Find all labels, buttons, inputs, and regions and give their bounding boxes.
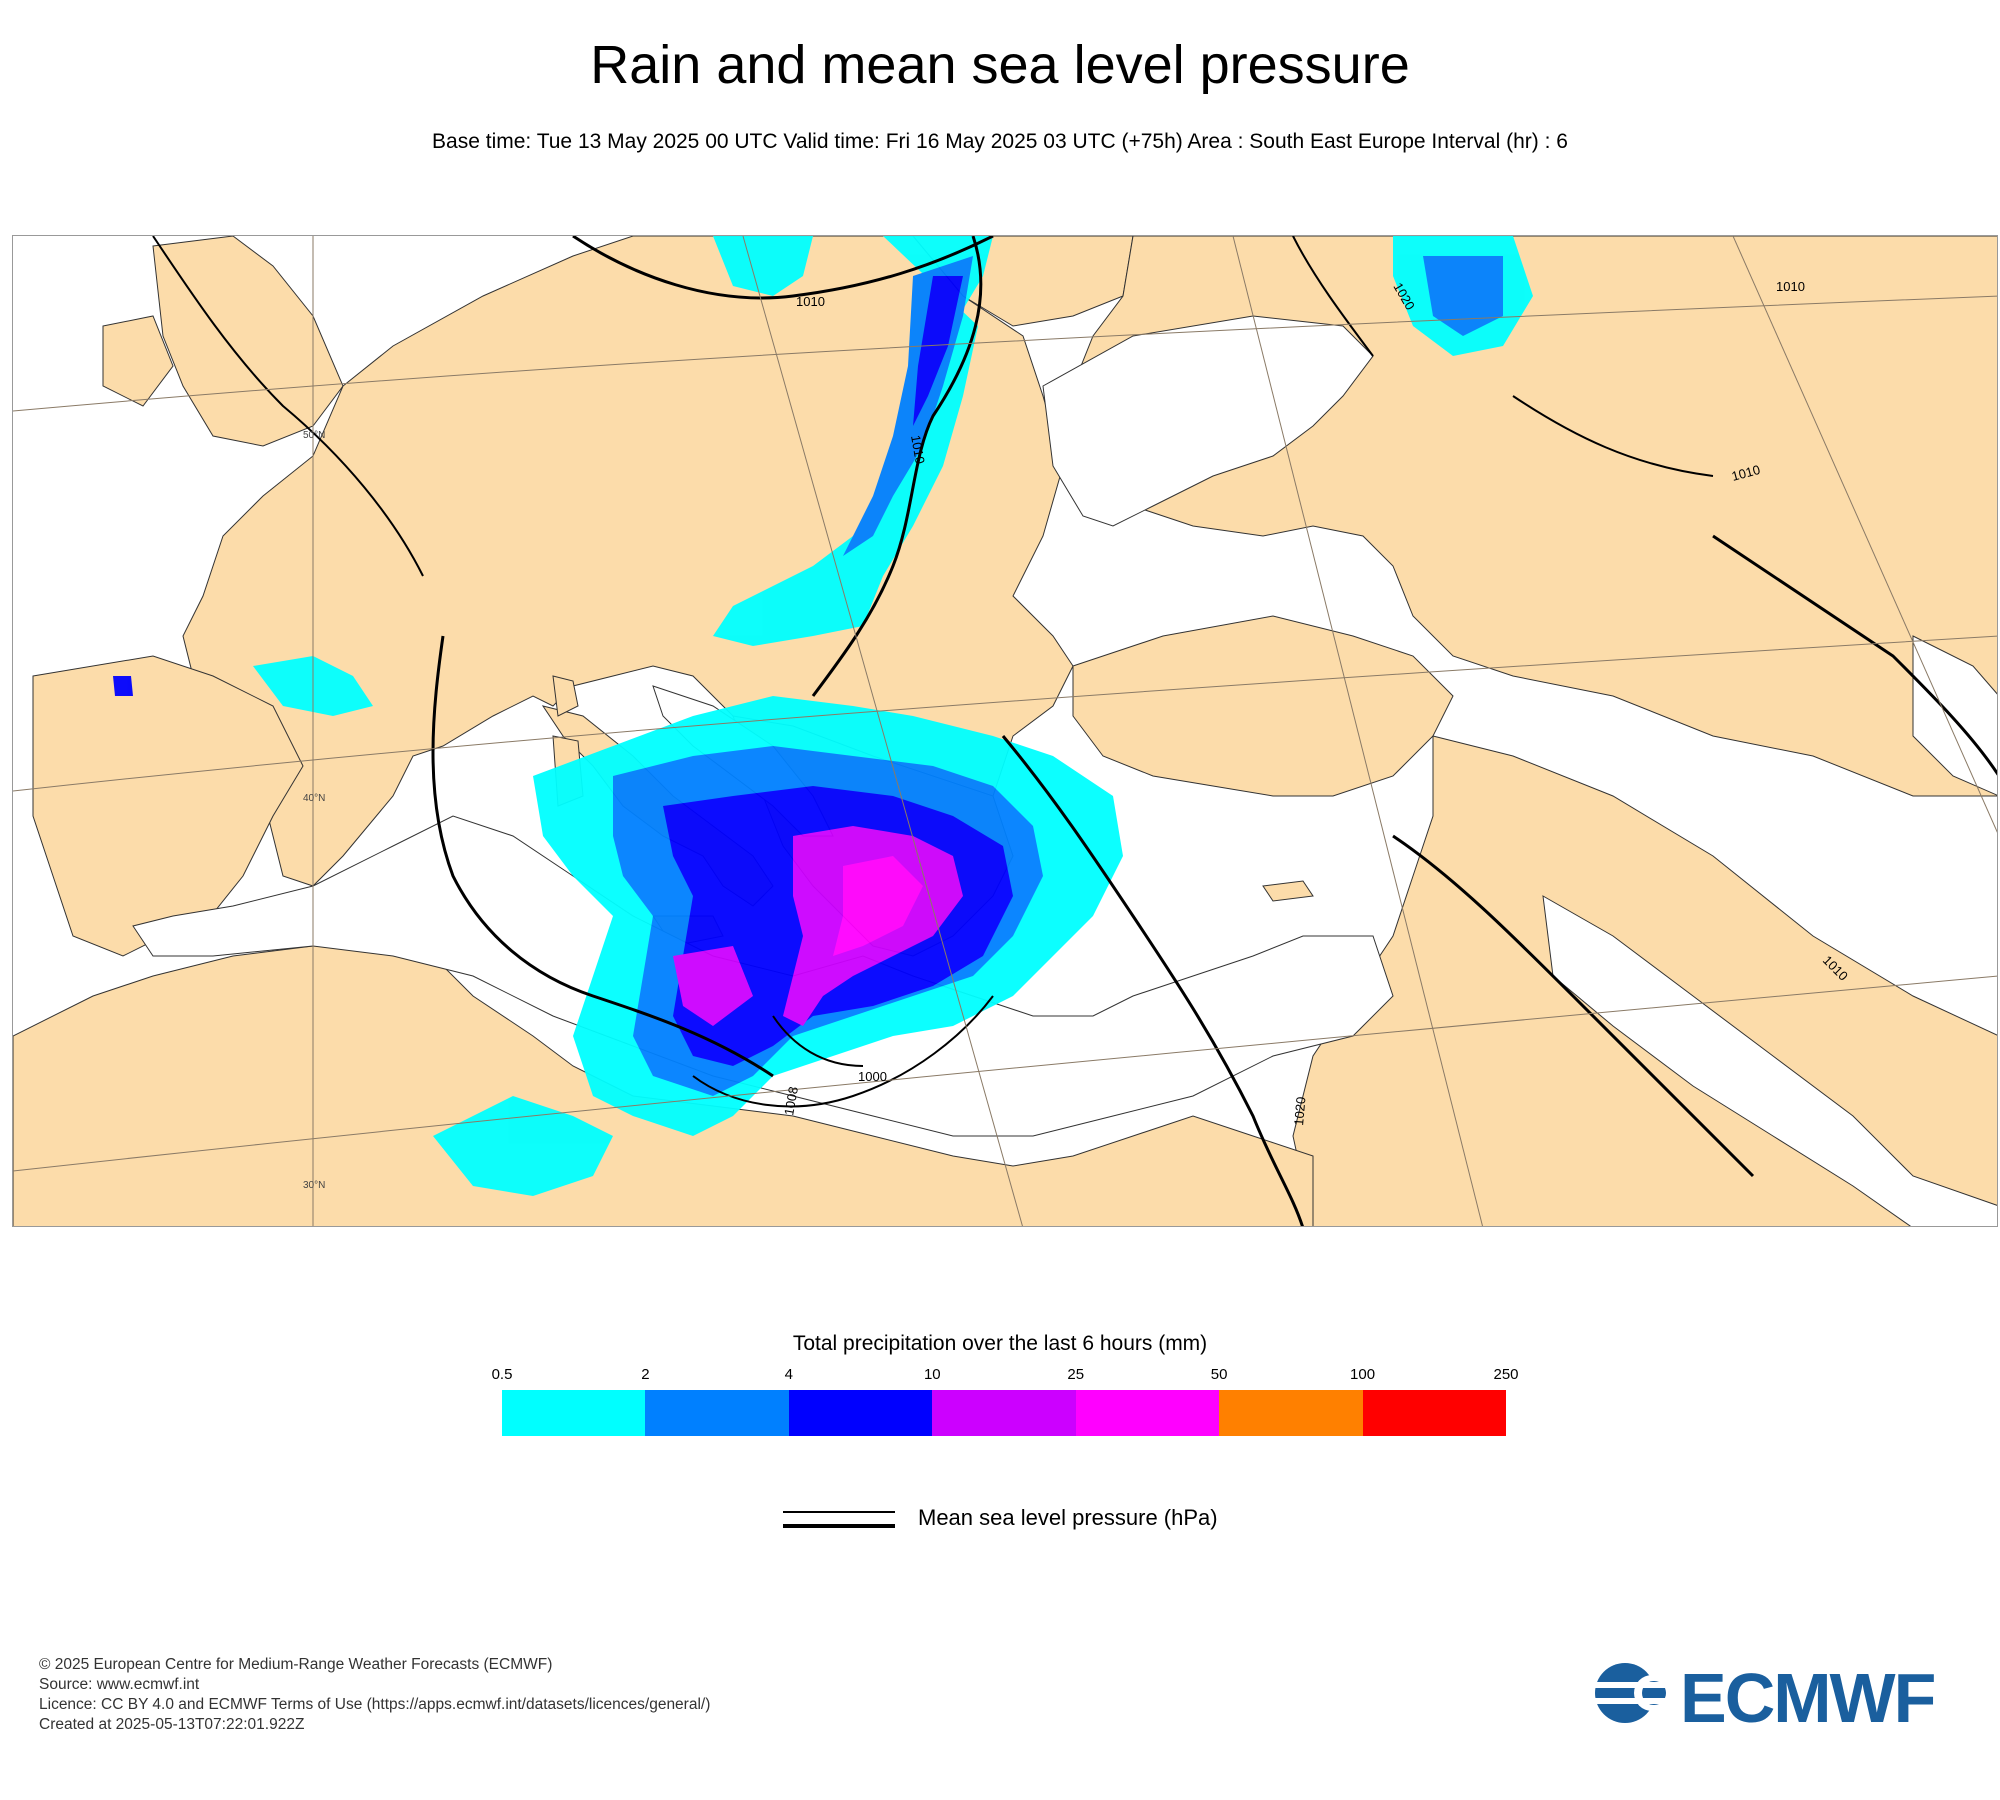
- red-sea: [1542, 895, 1997, 1226]
- land-cyprus: [1262, 880, 1314, 902]
- meridian-4: [1732, 236, 1997, 833]
- isobar-1020: [1292, 236, 1374, 357]
- legend-swatch: [788, 1390, 933, 1436]
- land-iberia: [32, 655, 304, 957]
- legend-tick: 50: [1210, 1366, 1228, 1383]
- precip-blue-east: [1423, 256, 1503, 336]
- isobar-thin-east: [1512, 395, 1714, 477]
- footer-credits: © 2025 European Centre for Medium-Range …: [39, 1655, 710, 1735]
- legend-swatch: [1219, 1390, 1363, 1436]
- isobar-1010-far-east: [1712, 534, 1997, 776]
- footer-created: Created at 2025-05-13T07:22:01.922Z: [39, 1716, 305, 1733]
- precip-darkblue-band: [913, 276, 963, 426]
- legend-swatch: [1362, 1390, 1506, 1436]
- isobar-1008: [692, 995, 994, 1108]
- legend-tick: 25: [1067, 1366, 1085, 1383]
- precip-darkblue-iberia: [113, 676, 133, 696]
- isobar-label: 1000: [858, 1069, 887, 1084]
- lat-40: [13, 635, 1997, 792]
- isobar-label: 1020: [1291, 1096, 1308, 1126]
- isobar-label: 1010: [1776, 279, 1805, 294]
- chart-subtitle: Base time: Tue 13 May 2025 00 UTC Valid …: [432, 130, 1568, 153]
- legend-swatch: [502, 1390, 646, 1436]
- msl-legend-label: Mean sea level pressure (hPa): [918, 1505, 1218, 1530]
- legend-tick: 2: [641, 1366, 650, 1383]
- caspian-sea: [1912, 635, 1997, 796]
- legend-color-bar: [502, 1390, 1506, 1436]
- meridian-2: [742, 236, 1023, 1226]
- legend-swatch: [645, 1390, 789, 1436]
- legend-swatch: [932, 1390, 1076, 1436]
- land-turkey: [1072, 615, 1454, 797]
- land-ireland: [102, 315, 174, 407]
- isobar-1010-med: [431, 635, 774, 1078]
- isobars: [152, 236, 1997, 1226]
- land-corsica: [552, 675, 579, 717]
- ecmwf-logo-icon: [1592, 1663, 1674, 1723]
- isobar-label: 1010: [796, 294, 825, 309]
- legend-title: Total precipitation over the last 6 hour…: [792, 1332, 1208, 1355]
- legend-tick: 4: [784, 1366, 794, 1383]
- ecmwf-logo: ECMWF: [1592, 1659, 1972, 1737]
- msl-legend-icon: [783, 1511, 895, 1528]
- footer-source: Source: www.ecmwf.int: [39, 1676, 200, 1693]
- isobar-thin-west: [152, 236, 424, 577]
- map-svg: 1010 1010 1010 1010 1010 1020 1020 1008 …: [13, 236, 1997, 1226]
- legend-swatch: [1075, 1390, 1220, 1436]
- lat-label-group: 50°N 40°N 30°N: [303, 430, 325, 1191]
- legend-tick: 10: [923, 1366, 941, 1383]
- lat-50: [13, 295, 1997, 412]
- isobar-label: 1010: [908, 434, 928, 465]
- legend-tick: 0.5: [491, 1366, 513, 1383]
- lat-label: 50°N: [303, 430, 325, 441]
- graticule: [13, 236, 1997, 1226]
- footer-licence: Licence: CC BY 4.0 and ECMWF Terms of Us…: [39, 1696, 711, 1713]
- precip-purple-south: [673, 946, 753, 1026]
- legend-ticks: 0.5 2 4 10 25 50 100 250: [492, 1366, 1519, 1386]
- lat-label: 30°N: [303, 1180, 325, 1191]
- meridian-3: [1232, 236, 1484, 1226]
- weather-map[interactable]: 1010 1010 1010 1010 1010 1020 1020 1008 …: [12, 235, 1998, 1227]
- southern-seas: [1542, 895, 1997, 1226]
- lat-30: [13, 975, 1997, 1172]
- isobar-1010-north: [572, 236, 994, 300]
- precip-magenta-core: [833, 856, 923, 956]
- isobar-label: 1008: [781, 1085, 801, 1116]
- legend-tick: 250: [1493, 1366, 1519, 1383]
- inland-seas: [1042, 315, 1997, 796]
- precip-cyan-north: [713, 236, 813, 296]
- isobar-1010-east: [1001, 735, 1304, 1226]
- lat-label: 40°N: [303, 793, 325, 804]
- isobar-1000: [772, 1015, 864, 1067]
- chart-title: Rain and mean sea level pressure: [590, 35, 1410, 95]
- black-sea: [1042, 315, 1374, 527]
- isobar-label: 1010: [1730, 462, 1762, 484]
- footer-copyright: © 2025 European Centre for Medium-Range …: [39, 1656, 553, 1673]
- legend-tick: 100: [1350, 1366, 1376, 1383]
- isobar-1010-central: [811, 236, 983, 697]
- isobar-1010-south-east: [1392, 834, 1755, 1178]
- ecmwf-logo-text: ECMWF: [1680, 1659, 1936, 1737]
